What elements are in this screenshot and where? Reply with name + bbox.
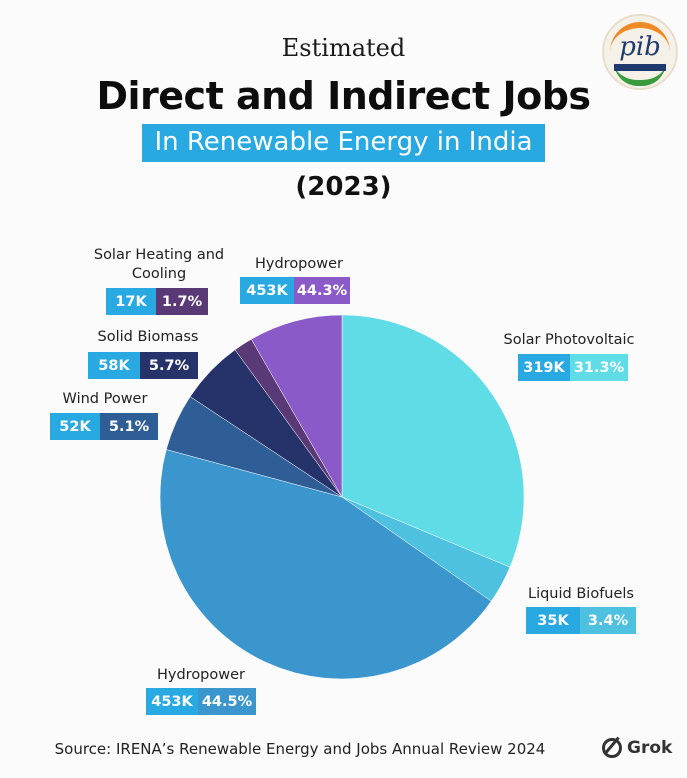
pib-logo-icon: pib: [602, 14, 678, 90]
percent-solar-pv: 31.3%: [570, 354, 628, 381]
value-liquid-biofuels: 35K: [526, 607, 580, 634]
grok-watermark: Grok: [602, 738, 672, 758]
percent-wind-power: 5.1%: [100, 413, 158, 440]
value-wind-power: 52K: [50, 413, 100, 440]
pill-hydropower: 453K 44.5%: [146, 688, 256, 715]
logo-text: pib: [619, 32, 661, 62]
grok-text: Grok: [627, 738, 673, 758]
label-liquid-biofuels: Liquid Biofuels: [528, 586, 634, 602]
label-hydropower: Hydropower: [156, 667, 246, 683]
pill-solar-heating: 17K 1.7%: [106, 288, 208, 315]
value-hydropower-top: 453K: [240, 277, 294, 304]
label-hydropower-top: Hydropower: [254, 256, 344, 272]
value-hydropower: 453K: [146, 688, 198, 715]
pill-liquid-biofuels: 35K 3.4%: [526, 607, 636, 634]
value-solar-pv: 319K: [518, 354, 570, 381]
label-solar-pv: Solar Photovoltaic: [503, 332, 635, 348]
percent-solid-biomass: 5.7%: [140, 352, 198, 379]
percent-liquid-biofuels: 3.4%: [580, 607, 636, 634]
source-note: Source: IRENA’s Renewable Energy and Job…: [54, 740, 546, 758]
title-band: In Renewable Energy in India: [142, 124, 545, 162]
slice-hydropower: [159, 449, 492, 680]
slice-solar-pv: [341, 314, 525, 568]
label-solid-biomass: Solid Biomass: [97, 329, 199, 345]
pill-hydropower-top: 453K 44.3%: [240, 277, 350, 304]
percent-hydropower: 44.5%: [198, 688, 256, 715]
label-wind-power: Wind Power: [62, 391, 148, 407]
percent-solar-heating: 1.7%: [156, 288, 208, 315]
percent-hydropower-top: 44.3%: [294, 277, 350, 304]
page-title: Direct and Indirect Jobs: [96, 74, 591, 118]
pill-wind-power: 52K 5.1%: [50, 413, 158, 440]
title-eyebrow: Estimated: [281, 34, 406, 62]
value-solar-heating: 17K: [106, 288, 156, 315]
value-solid-biomass: 58K: [88, 352, 140, 379]
label-solar-heating: Solar Heating and Cooling: [93, 247, 225, 282]
slice-hydropower-top: [250, 314, 343, 498]
pill-solar-pv: 319K 31.3%: [518, 354, 628, 381]
pill-solid-biomass: 58K 5.7%: [88, 352, 198, 379]
grok-icon: [602, 738, 622, 758]
title-year: (2023): [295, 172, 392, 202]
